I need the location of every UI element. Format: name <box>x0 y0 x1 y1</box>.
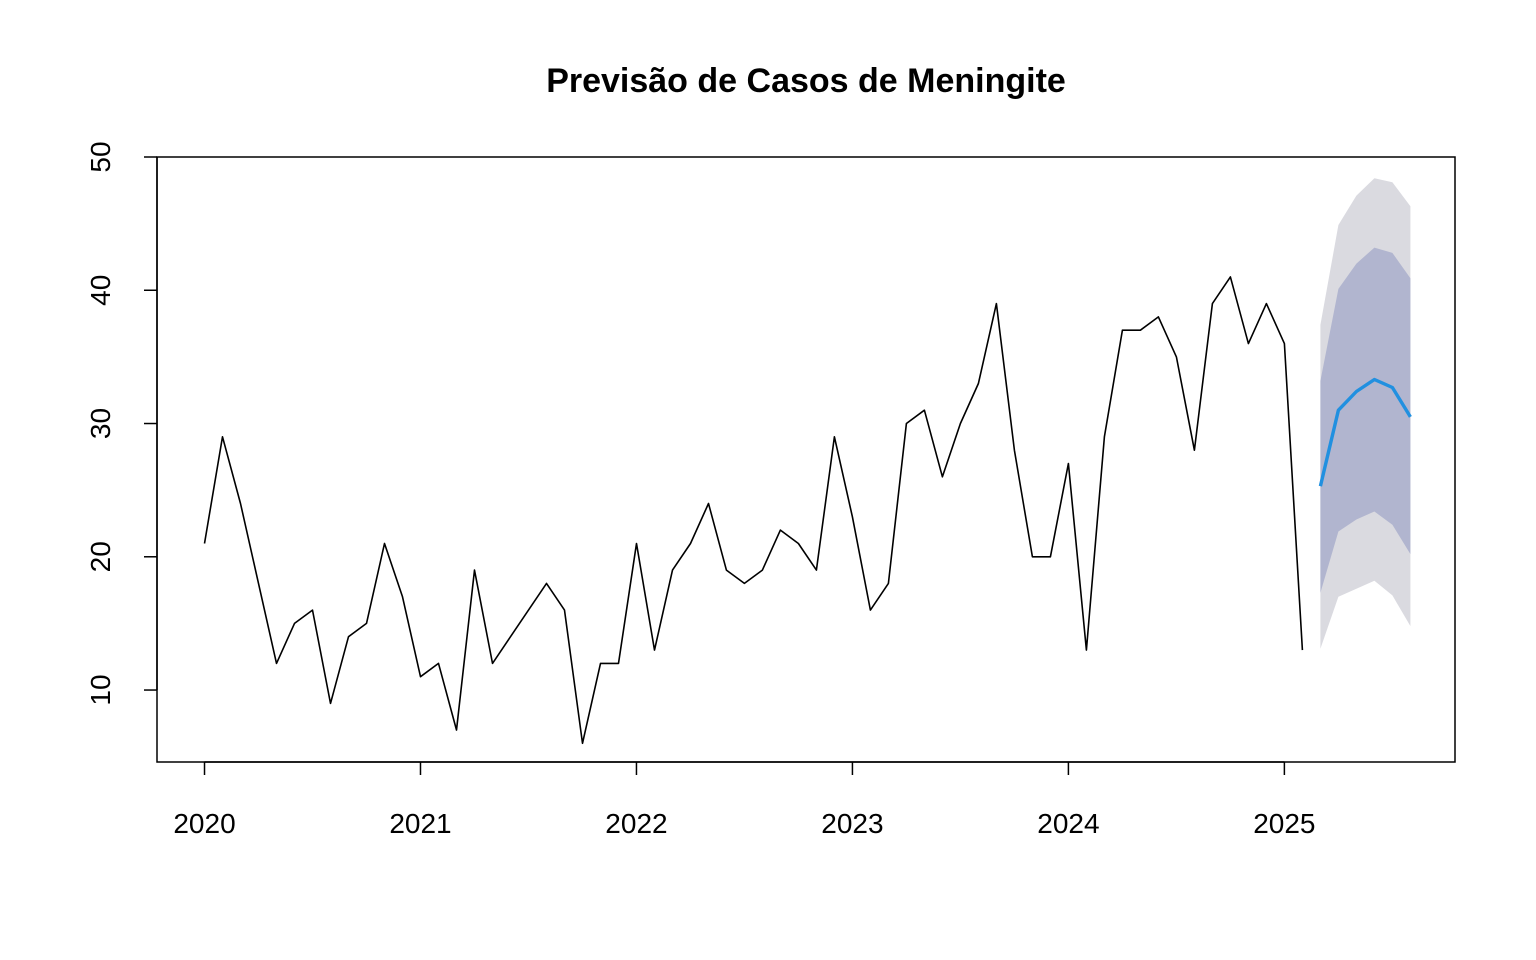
y-tick-label: 40 <box>85 275 116 306</box>
chart-title: Previsão de Casos de Meningite <box>546 62 1066 100</box>
y-tick-label: 30 <box>85 408 116 439</box>
x-tick-label: 2021 <box>389 808 451 839</box>
y-tick-label: 50 <box>85 141 116 172</box>
x-tick-label: 2025 <box>1253 808 1315 839</box>
band-80 <box>1320 247 1411 593</box>
y-tick-label: 10 <box>85 674 116 705</box>
x-tick-label: 2022 <box>605 808 667 839</box>
forecast-line <box>1318 377 1412 487</box>
x-axis: 2020 2021 2022 2023 2024 2025 <box>173 761 1316 839</box>
y-axis: 10 20 30 40 50 <box>85 141 158 706</box>
observed-line <box>203 276 1304 745</box>
x-tick-label: 2020 <box>173 808 235 839</box>
plot-frame <box>156 156 1456 763</box>
x-tick-label: 2024 <box>1037 808 1099 839</box>
y-tick-label: 20 <box>85 541 116 572</box>
forecast-bands <box>1320 178 1411 649</box>
x-tick-label: 2023 <box>821 808 883 839</box>
series-lines <box>203 276 1412 745</box>
